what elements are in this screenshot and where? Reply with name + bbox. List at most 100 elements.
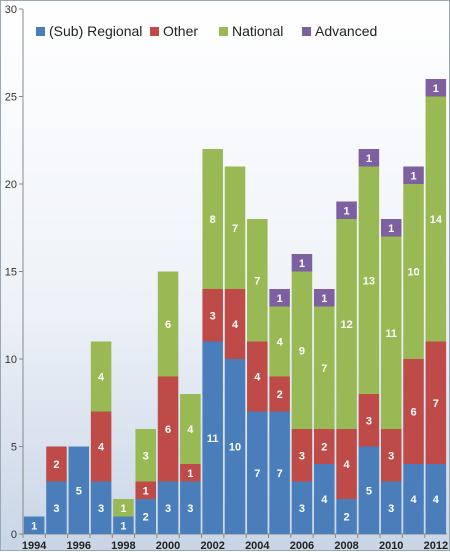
bar-segment-sub-regional bbox=[380, 481, 402, 534]
bar-segment-advanced bbox=[313, 289, 335, 307]
x-tick-label: 2002 bbox=[200, 540, 224, 552]
data-label: 4 bbox=[254, 372, 261, 384]
data-label: 4 bbox=[98, 372, 105, 384]
data-label: 2 bbox=[277, 389, 283, 401]
data-label: 3 bbox=[165, 503, 171, 515]
legend-swatch-sub-regional bbox=[36, 27, 45, 36]
bar-segment-national bbox=[269, 306, 290, 377]
bar-segment-national bbox=[403, 184, 424, 359]
data-label: 1 bbox=[299, 258, 305, 270]
data-label: 2 bbox=[53, 459, 59, 471]
data-label: 3 bbox=[143, 450, 149, 462]
data-label: 4 bbox=[98, 442, 105, 454]
data-label: 4 bbox=[232, 319, 239, 331]
x-tick-label: 2006 bbox=[290, 540, 314, 552]
bar-segment-advanced bbox=[425, 79, 447, 97]
bar-segment-advanced bbox=[336, 201, 357, 219]
legend-swatch-other bbox=[150, 27, 159, 36]
data-label: 13 bbox=[363, 275, 375, 287]
bar-segment-sub-regional bbox=[157, 481, 179, 534]
bar-segment-other bbox=[358, 394, 380, 447]
y-tick-label: 20 bbox=[5, 179, 17, 191]
bar-segment-sub-regional bbox=[180, 481, 201, 534]
y-tick-label: 30 bbox=[5, 4, 17, 16]
bar-segment-advanced bbox=[269, 289, 290, 307]
data-label: 3 bbox=[388, 450, 394, 462]
x-tick-label: 2000 bbox=[156, 540, 180, 552]
data-label: 7 bbox=[254, 468, 260, 480]
bar-segment-national bbox=[358, 166, 380, 394]
x-tick-label: 1996 bbox=[67, 540, 91, 552]
bar-segment-other bbox=[157, 376, 179, 482]
data-label: 12 bbox=[340, 319, 352, 331]
data-label: 4 bbox=[277, 337, 284, 349]
data-label: 4 bbox=[410, 494, 417, 506]
bar-segment-national bbox=[224, 166, 246, 289]
legend-label-other: Other bbox=[163, 23, 198, 39]
bar-segment-other bbox=[46, 446, 67, 482]
bar-segment-other bbox=[291, 429, 313, 482]
bar-segment-sub-regional bbox=[403, 464, 424, 534]
bar-segment-sub-regional bbox=[90, 481, 112, 534]
bar-segment-other bbox=[403, 359, 424, 464]
bar-segment-national bbox=[135, 429, 157, 482]
bar-segment-national bbox=[180, 394, 201, 464]
bars: 1325344112133663141138104774772413391427… bbox=[23, 79, 447, 534]
data-label: 1 bbox=[321, 293, 327, 305]
legend: (Sub) Regional Other National Advanced bbox=[36, 23, 377, 39]
data-label: 2 bbox=[143, 512, 149, 524]
data-label: 1 bbox=[410, 170, 416, 182]
bar-segment-sub-regional bbox=[202, 341, 223, 534]
bar-segment-sub-regional bbox=[313, 464, 335, 534]
data-label: 7 bbox=[232, 223, 238, 235]
bar-segment-advanced bbox=[380, 219, 402, 237]
data-label: 5 bbox=[76, 485, 82, 497]
legend-label-sub-regional: (Sub) Regional bbox=[49, 23, 142, 39]
data-label: 10 bbox=[407, 267, 419, 279]
x-tick-label: 1994 bbox=[22, 540, 47, 552]
data-label: 7 bbox=[254, 275, 260, 287]
data-label: 3 bbox=[187, 503, 193, 515]
x-tick-label: 1998 bbox=[111, 540, 135, 552]
data-label: 3 bbox=[98, 503, 104, 515]
bar-segment-national bbox=[291, 271, 313, 429]
data-label: 6 bbox=[410, 407, 416, 419]
bar-segment-other bbox=[425, 341, 447, 464]
data-label: 4 bbox=[187, 424, 194, 436]
data-label: 1 bbox=[31, 520, 37, 532]
bar-segment-other bbox=[135, 481, 157, 499]
legend-swatch-advanced bbox=[302, 27, 311, 36]
data-label: 1 bbox=[344, 205, 350, 217]
bar-segment-other bbox=[269, 376, 290, 412]
bar-segment-national bbox=[336, 219, 357, 429]
bar-segment-other bbox=[380, 429, 402, 482]
data-label: 3 bbox=[299, 503, 305, 515]
y-tick-label: 15 bbox=[5, 267, 17, 279]
data-label: 1 bbox=[120, 503, 126, 515]
bar-segment-national bbox=[247, 219, 268, 342]
data-label: 3 bbox=[366, 415, 372, 427]
y-tick-label: 5 bbox=[11, 442, 17, 454]
data-label: 2 bbox=[321, 442, 327, 454]
bar-segment-other bbox=[180, 464, 201, 482]
data-label: 1 bbox=[143, 485, 149, 497]
bar-segment-other bbox=[202, 289, 223, 342]
data-label: 4 bbox=[321, 494, 328, 506]
data-label: 3 bbox=[210, 310, 216, 322]
data-label: 9 bbox=[299, 345, 305, 357]
bar-segment-national bbox=[202, 149, 223, 289]
bar-segment-sub-regional bbox=[68, 446, 90, 534]
data-label: 8 bbox=[210, 214, 216, 226]
bar-segment-sub-regional bbox=[269, 411, 290, 534]
bar-segment-national bbox=[313, 306, 335, 429]
bar-segment-national bbox=[380, 236, 402, 429]
data-label: 11 bbox=[207, 433, 219, 445]
x-tick-label: 2004 bbox=[245, 540, 270, 552]
bar-segment-advanced bbox=[358, 149, 380, 167]
data-label: 1 bbox=[120, 520, 126, 532]
bar-segment-national bbox=[425, 96, 447, 342]
bar-segment-sub-regional bbox=[425, 464, 447, 534]
bar-segment-sub-regional bbox=[113, 516, 134, 534]
